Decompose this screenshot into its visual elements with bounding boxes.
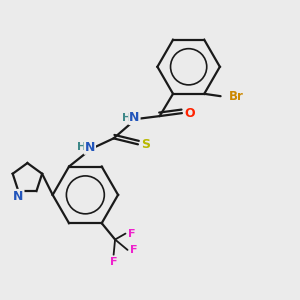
Text: F: F <box>130 245 138 255</box>
Text: N: N <box>129 111 140 124</box>
Text: H: H <box>122 112 131 123</box>
Text: N: N <box>13 190 23 203</box>
Text: F: F <box>110 256 117 266</box>
Text: H: H <box>77 142 86 152</box>
Text: S: S <box>141 138 150 151</box>
Text: F: F <box>128 229 136 238</box>
Text: N: N <box>85 141 95 154</box>
Text: O: O <box>184 106 195 120</box>
Text: Br: Br <box>229 90 244 103</box>
